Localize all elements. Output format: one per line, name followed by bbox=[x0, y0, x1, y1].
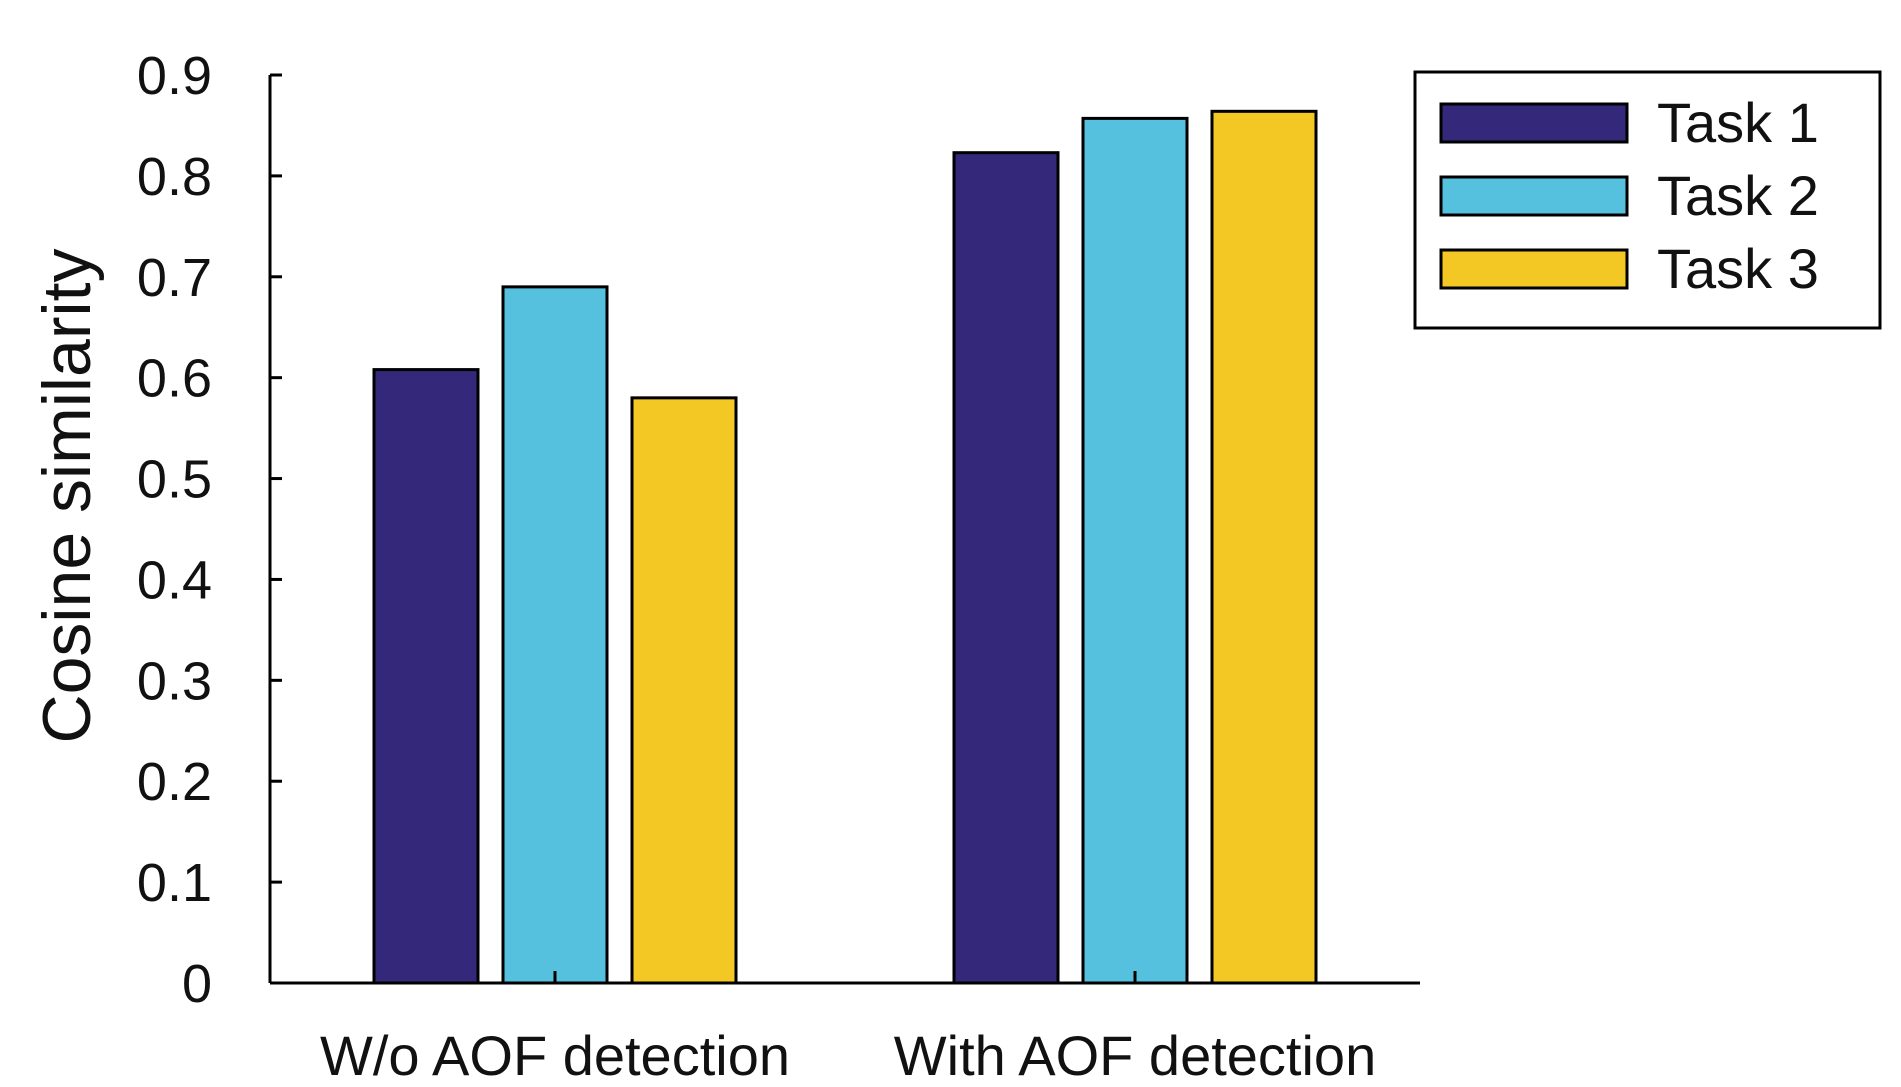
legend-label: Task 2 bbox=[1657, 164, 1819, 227]
y-tick-label: 0 bbox=[182, 954, 212, 1014]
y-tick-label: 0.5 bbox=[137, 450, 212, 510]
y-tick-label: 0.1 bbox=[137, 853, 212, 913]
y-tick-label: 0.6 bbox=[137, 349, 212, 409]
y-tick-label: 0.9 bbox=[137, 46, 212, 106]
legend-label: Task 3 bbox=[1657, 237, 1819, 300]
legend-swatch-task-1 bbox=[1439, 102, 1629, 144]
y-tick-label: 0.2 bbox=[137, 752, 212, 812]
legend-swatch-task-3 bbox=[1439, 248, 1629, 290]
bar-task-2-group-1 bbox=[501, 285, 609, 985]
y-tick-label: 0.4 bbox=[137, 550, 212, 610]
x-axis-categories: W/o AOF detection With AOF detection bbox=[320, 971, 1376, 1087]
bar-task-3-group-1 bbox=[630, 396, 738, 985]
legend-label: Task 1 bbox=[1657, 91, 1819, 154]
bar-task-1-group-2 bbox=[952, 151, 1060, 985]
y-tick-label: 0.7 bbox=[137, 248, 212, 308]
x-category-label: With AOF detection bbox=[894, 1024, 1376, 1087]
bar-task-2-group-2 bbox=[1081, 116, 1189, 985]
legend: Task 1 Task 2 Task 3 bbox=[1413, 70, 1882, 330]
y-axis-title: Cosine similarity bbox=[29, 249, 105, 744]
y-tick-label: 0.3 bbox=[137, 651, 212, 711]
x-category-label: W/o AOF detection bbox=[320, 1024, 790, 1087]
legend-swatch-task-2 bbox=[1439, 175, 1629, 217]
bar-task-3-group-2 bbox=[1210, 109, 1318, 985]
y-axis-ticks: 0 0.1 0.2 0.3 0.4 0.5 0.6 0.7 0.8 0.9 bbox=[137, 46, 282, 1014]
y-tick-label: 0.8 bbox=[137, 147, 212, 207]
bars bbox=[372, 109, 1318, 985]
bar-task-1-group-1 bbox=[372, 368, 480, 985]
